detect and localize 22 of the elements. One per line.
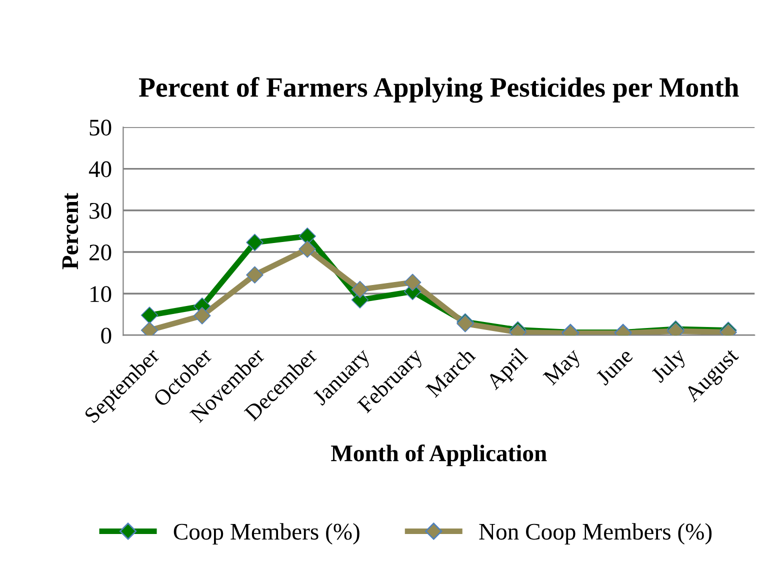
point xyxy=(193,307,211,324)
x-axis-title: Month of Application xyxy=(331,444,547,466)
point xyxy=(404,274,422,292)
x-tick-label: May xyxy=(542,346,585,389)
legend-label: Coop Members (%) xyxy=(174,523,360,545)
y-tick-label: 30 xyxy=(90,202,112,219)
x-tick-label: July xyxy=(650,346,690,387)
y-tick-label: 10 xyxy=(90,286,112,302)
point xyxy=(140,306,158,324)
y-tick-label: 20 xyxy=(90,244,112,260)
y-axis-title: Percent xyxy=(62,192,78,270)
point xyxy=(298,240,316,258)
x-tick-label: June xyxy=(595,348,634,386)
chart-title: Percent of Farmers Applying Pesticides per Month xyxy=(138,77,739,103)
legend-label: Non Coop Members (%) xyxy=(479,523,712,545)
y-tick-label: 0 xyxy=(101,328,112,344)
y-tick-label: 40 xyxy=(88,161,112,178)
point xyxy=(246,266,264,284)
point xyxy=(298,228,316,245)
point xyxy=(246,234,264,252)
point xyxy=(351,280,369,298)
y-tick-label: 50 xyxy=(90,120,112,136)
